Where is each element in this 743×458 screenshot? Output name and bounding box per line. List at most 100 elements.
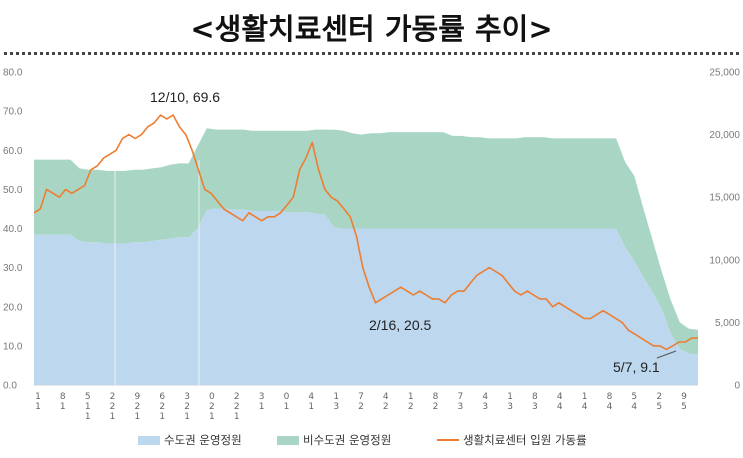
x-tick-char: 2 <box>433 402 439 412</box>
x-tick-label: 13 <box>333 392 339 412</box>
x-tick-char: 8 <box>433 392 439 402</box>
x-tick-char: 1 <box>259 402 265 412</box>
y-left-tick-label: 40.0 <box>3 224 23 235</box>
area-non-capital <box>34 128 698 355</box>
x-tick-char: 2 <box>234 402 240 412</box>
x-tick-char: 4 <box>557 402 563 412</box>
title-divider <box>4 52 739 55</box>
x-tick-char: 2 <box>209 402 215 412</box>
x-tick-char: 9 <box>681 392 687 402</box>
x-tick-char: 1 <box>582 392 588 402</box>
x-tick-char: 2 <box>408 402 414 412</box>
x-tick-char: 7 <box>358 392 364 402</box>
y-left-tick-label: 60.0 <box>3 146 23 157</box>
x-tick-label: 621 <box>159 392 165 422</box>
x-tick-char: 2 <box>135 402 141 412</box>
x-tick-char: 2 <box>184 402 190 412</box>
y-right-tick-label: 5,000 <box>715 318 740 329</box>
x-tick-char: 1 <box>35 402 41 412</box>
x-tick-char: 0 <box>209 392 215 402</box>
x-tick-label: 11 <box>35 392 41 412</box>
x-tick-label: 83 <box>532 392 538 412</box>
legend-label-capital: 수도권 운영정원 <box>164 433 242 447</box>
y-left-tick-label: 30.0 <box>3 263 23 274</box>
line-occupancy <box>33 114 698 351</box>
y-left-tick-label: 80.0 <box>3 68 23 79</box>
x-tick-char: 3 <box>259 392 265 402</box>
x-tick-char: 9 <box>135 392 141 402</box>
x-tick-label: 221 <box>234 392 240 422</box>
x-tick-char: 4 <box>308 392 314 402</box>
x-tick-label: 43 <box>482 392 488 412</box>
y-right-tick-label: 20,000 <box>709 130 740 141</box>
annotation-leader-line <box>656 350 677 359</box>
x-tick-char: 1 <box>60 402 66 412</box>
x-tick-label: 73 <box>458 392 464 412</box>
x-tick-char: 6 <box>159 392 165 402</box>
x-tick-label: 31 <box>259 392 265 412</box>
y-right-tick-label: 25,000 <box>709 68 740 79</box>
x-tick-label: 54 <box>631 392 637 412</box>
x-tick-label: 81 <box>60 392 66 412</box>
y-left-tick-label: 10.0 <box>3 341 23 352</box>
x-tick-char: 4 <box>582 402 588 412</box>
x-tick-label: 72 <box>358 392 364 412</box>
chart-title: <생활치료센터 가동률 추이> <box>190 12 553 46</box>
x-tick-label: 13 <box>507 392 513 412</box>
x-tick-char: 3 <box>333 402 339 412</box>
x-tick-char: 7 <box>458 392 464 402</box>
area-capital <box>34 208 698 385</box>
x-tick-char: 2 <box>656 392 662 402</box>
y-left-tick-label: 0.0 <box>3 381 17 392</box>
x-tick-char: 4 <box>607 402 613 412</box>
x-tick-char: 5 <box>85 392 91 402</box>
x-tick-char: 4 <box>482 392 488 402</box>
x-tick-label: 021 <box>209 392 215 422</box>
x-tick-label: 44 <box>557 392 563 412</box>
legend-swatch-capital <box>138 435 160 445</box>
x-tick-char: 3 <box>482 402 488 412</box>
x-tick-char: 2 <box>110 392 116 402</box>
legend-label-occupancy: 생활치료센터 입원 가동률 <box>463 433 587 447</box>
x-tick-char: 2 <box>358 402 364 412</box>
x-tick-char: 2 <box>110 402 116 412</box>
x-tick-char: 5 <box>681 402 687 412</box>
legend-swatch-non-capital <box>277 435 299 445</box>
x-tick-char: 1 <box>308 402 314 412</box>
x-tick-label: 921 <box>135 392 141 422</box>
x-tick-char: 1 <box>507 392 513 402</box>
x-tick-char: 4 <box>631 402 637 412</box>
y-right-tick-label: 0 <box>734 381 740 392</box>
y-right-tick-label: 10,000 <box>709 255 740 266</box>
x-tick-label: 25 <box>656 392 662 412</box>
x-tick-label: 321 <box>184 392 190 422</box>
x-tick-char: 4 <box>383 392 389 402</box>
x-tick-label: 14 <box>582 392 588 412</box>
y-right-tick-label: 15,000 <box>709 193 740 204</box>
data-annotation: 12/10, 69.6 <box>150 89 220 105</box>
legend-item-capital: 수도권 운영정원 <box>138 432 242 448</box>
x-tick-char: 1 <box>159 412 165 422</box>
x-tick-char: 3 <box>458 402 464 412</box>
x-tick-char: 1 <box>408 392 414 402</box>
x-tick-char: 8 <box>532 392 538 402</box>
legend-label-non-capital: 비수도권 운영정원 <box>303 433 392 447</box>
legend-item-non-capital: 비수도권 운영정원 <box>277 432 391 448</box>
x-tick-char: 1 <box>135 412 141 422</box>
x-tick-char: 1 <box>85 402 91 412</box>
x-tick-char: 1 <box>284 402 290 412</box>
x-tick-char: 1 <box>184 412 190 422</box>
y-left-tick-label: 50.0 <box>3 185 23 196</box>
data-annotation: 2/16, 20.5 <box>369 317 431 333</box>
x-tick-label: 12 <box>408 392 414 412</box>
x-tick-char: 2 <box>159 402 165 412</box>
x-tick-char: 4 <box>557 392 563 402</box>
x-tick-char: 1 <box>234 412 240 422</box>
y-left-tick-label: 20.0 <box>3 302 23 313</box>
x-tick-char: 3 <box>532 402 538 412</box>
data-annotation: 5/7, 9.1 <box>613 359 660 375</box>
y-left-tick-label: 70.0 <box>3 107 23 118</box>
x-tick-label: 221 <box>110 392 116 422</box>
x-tick-char: 1 <box>85 412 91 422</box>
x-tick-char: 2 <box>383 402 389 412</box>
